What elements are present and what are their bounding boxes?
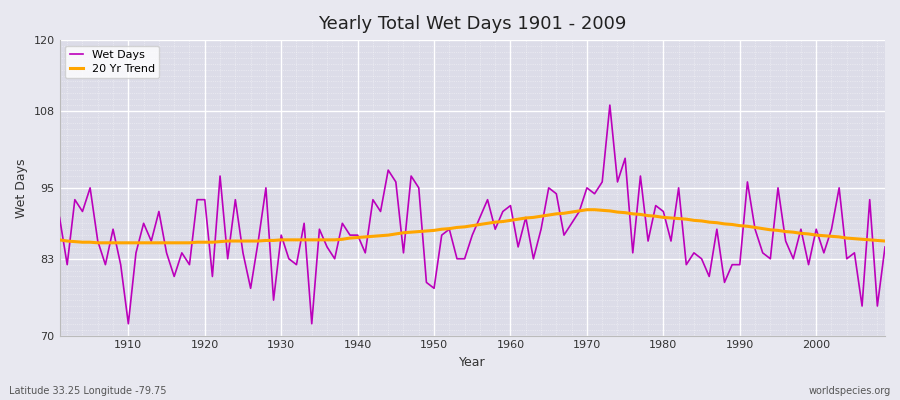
Y-axis label: Wet Days: Wet Days [15, 158, 28, 218]
20 Yr Trend [612, 210, 623, 214]
Wet Days [612, 180, 623, 184]
Line: 20 Yr Trend: 20 Yr Trend [59, 210, 885, 243]
Wet Days [605, 103, 616, 108]
20 Yr Trend [54, 238, 65, 242]
20 Yr Trend [879, 239, 890, 244]
Wet Days [291, 262, 302, 267]
Wet Days [879, 244, 890, 249]
20 Yr Trend [93, 240, 104, 245]
Text: worldspecies.org: worldspecies.org [809, 386, 891, 396]
20 Yr Trend [337, 237, 347, 242]
Wet Days [505, 203, 516, 208]
20 Yr Trend [291, 238, 302, 242]
20 Yr Trend [505, 218, 516, 223]
20 Yr Trend [581, 207, 592, 212]
Wet Days [115, 262, 126, 267]
Text: Latitude 33.25 Longitude -79.75: Latitude 33.25 Longitude -79.75 [9, 386, 166, 396]
Title: Yearly Total Wet Days 1901 - 2009: Yearly Total Wet Days 1901 - 2009 [318, 15, 626, 33]
Wet Days [123, 321, 134, 326]
X-axis label: Year: Year [459, 356, 486, 369]
Wet Days [337, 221, 347, 226]
20 Yr Trend [123, 240, 134, 245]
Wet Days [54, 215, 65, 220]
20 Yr Trend [513, 217, 524, 222]
Legend: Wet Days, 20 Yr Trend: Wet Days, 20 Yr Trend [65, 46, 159, 78]
Wet Days [513, 244, 524, 249]
Line: Wet Days: Wet Days [59, 105, 885, 324]
